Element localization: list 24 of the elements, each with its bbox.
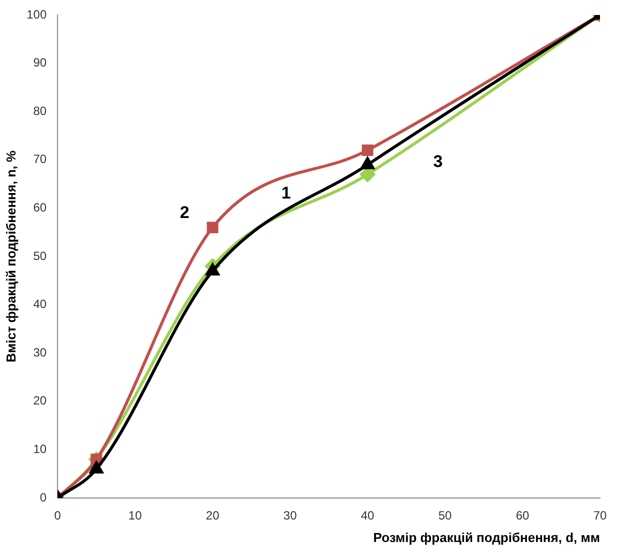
series-label: 3: [433, 152, 443, 172]
x-tick-label: 0: [54, 508, 62, 523]
y-tick-label: 50: [33, 248, 47, 263]
series-label: 1: [281, 184, 291, 203]
x-tick-label: 40: [360, 508, 375, 523]
y-axis-title: Вміст фракцій подрібнення, n, %: [3, 150, 18, 362]
y-tick-label: 90: [33, 56, 47, 70]
x-axis-title: Розмір фракцій подрібнення, d, мм: [373, 530, 600, 545]
x-tick-label: 20: [206, 508, 220, 523]
y-tick-label: 80: [33, 104, 47, 118]
y-tick-label: 30: [33, 345, 47, 360]
y-tick-label: 40: [33, 297, 47, 312]
y-tick-label: 10: [33, 442, 47, 456]
x-tick-label: 70: [593, 508, 607, 523]
y-tick-label: 100: [26, 7, 47, 22]
y-tick-label: 0: [40, 490, 47, 504]
y-tick-label: 20: [33, 394, 47, 408]
y-tick-label: 70: [33, 152, 47, 166]
x-tick-label: 30: [283, 508, 298, 523]
x-tick-label: 50: [438, 508, 452, 523]
x-tick-label: 10: [128, 508, 142, 523]
x-tick-label: 60: [516, 508, 530, 523]
series-label: 2: [180, 203, 190, 222]
y-tick-label: 60: [33, 200, 47, 215]
